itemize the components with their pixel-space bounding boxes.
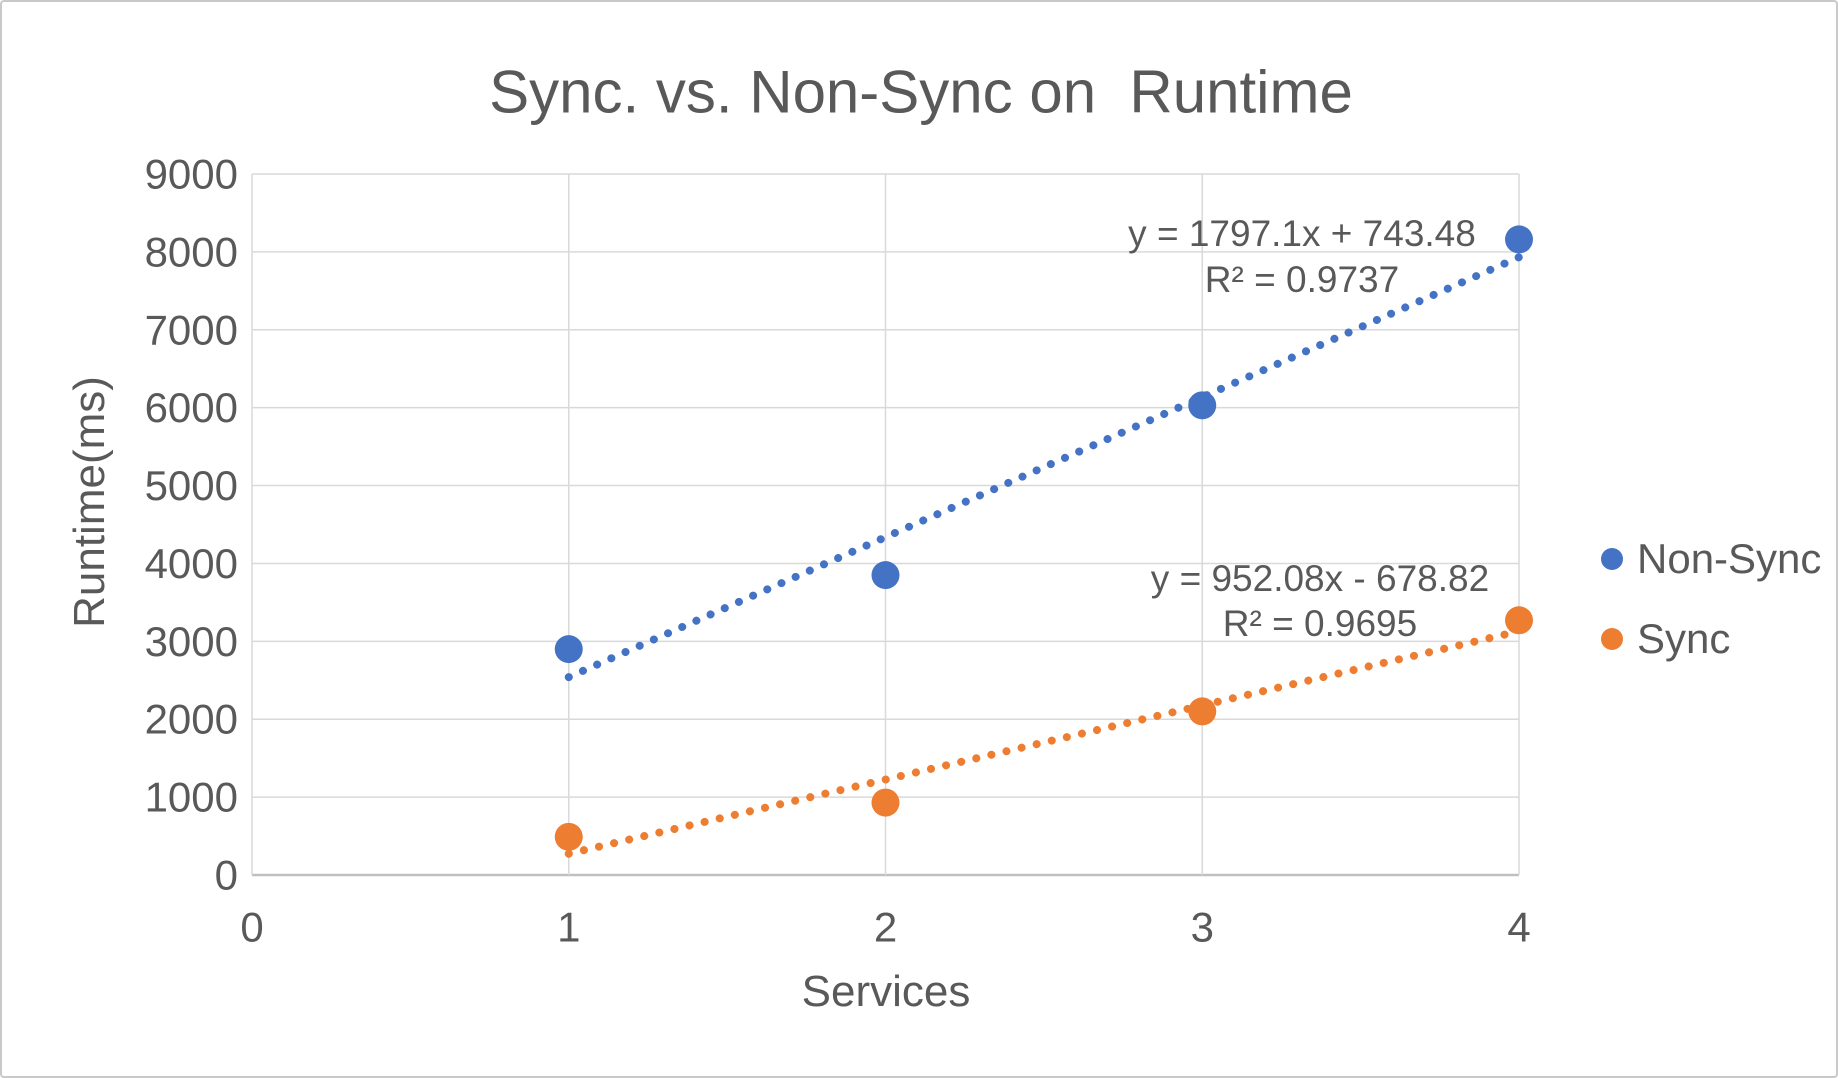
chart-title: Sync. vs. Non-Sync on Runtime	[489, 58, 1353, 126]
point-non-sync-x4	[1505, 225, 1533, 254]
x-tick-label-4: 4	[1507, 904, 1530, 951]
trendline-equation-non-sync: y = 1797.1x + 743.48	[1128, 213, 1476, 254]
y-axis-title: Runtime(ms)	[65, 376, 114, 628]
y-tick-label-9000: 9000	[145, 151, 238, 198]
point-sync-x4	[1505, 606, 1533, 635]
trendline-equation-sync: y = 952.08x - 678.82	[1150, 558, 1490, 599]
legend-label-sync: Sync	[1637, 615, 1731, 662]
y-tick-label-3000: 3000	[145, 618, 238, 665]
point-non-sync-x3	[1188, 391, 1217, 420]
point-sync-x2	[871, 788, 900, 817]
legend-item-non-sync: Non-Sync	[1601, 535, 1822, 582]
y-tick-label-1000: 1000	[145, 774, 238, 821]
trendline-r-squared-sync: R² = 0.9695	[1222, 603, 1418, 644]
y-tick-label-0: 0	[215, 852, 238, 899]
legend-item-sync: Sync	[1601, 615, 1731, 662]
legend-marker-non-sync-icon	[1601, 548, 1623, 570]
trendline-non-sync	[564, 253, 1523, 682]
point-non-sync-x1	[554, 635, 583, 664]
point-sync-x3	[1188, 697, 1217, 726]
legend-label-non-sync: Non-Sync	[1637, 535, 1822, 582]
x-tick-label-2: 2	[874, 904, 897, 951]
y-tick-label-6000: 6000	[145, 384, 238, 431]
legend-marker-sync-icon	[1601, 628, 1623, 650]
y-tick-label-5000: 5000	[145, 462, 238, 509]
x-axis-title: Services	[801, 967, 971, 1016]
point-sync-x1	[554, 822, 583, 851]
point-non-sync-x2	[871, 561, 900, 590]
y-tick-label-2000: 2000	[145, 696, 238, 743]
x-tick-label-3: 3	[1191, 904, 1214, 951]
trendline-sync	[564, 627, 1523, 858]
y-tick-label-4000: 4000	[145, 540, 238, 587]
x-tick-label-1: 1	[557, 904, 580, 951]
trendline-r-squared-non-sync: R² = 0.9737	[1204, 259, 1400, 300]
y-tick-label-8000: 8000	[145, 228, 238, 275]
y-tick-label-7000: 7000	[145, 306, 238, 353]
x-tick-label-0: 0	[240, 904, 263, 951]
